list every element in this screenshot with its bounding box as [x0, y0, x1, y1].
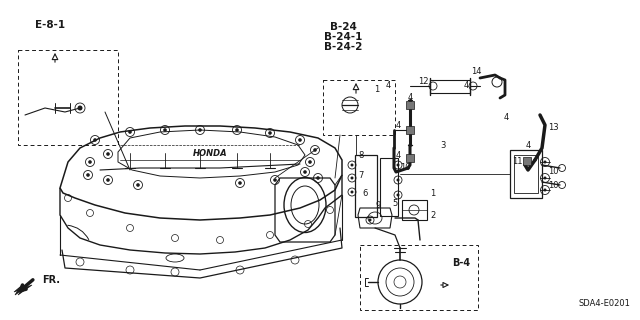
Text: SDA4-E0201: SDA4-E0201	[578, 299, 630, 308]
Bar	[514, 155, 538, 193]
Bar	[510, 150, 542, 198]
Bar	[406, 154, 414, 162]
Circle shape	[316, 176, 320, 180]
Text: E-8-1: E-8-1	[35, 20, 65, 30]
Text: HONDA: HONDA	[193, 149, 227, 158]
Text: 4: 4	[526, 140, 531, 149]
Circle shape	[106, 152, 110, 156]
Text: 7: 7	[358, 171, 364, 180]
Circle shape	[543, 188, 547, 191]
Bar	[355, 155, 377, 217]
Bar	[406, 126, 414, 134]
Text: 5: 5	[392, 198, 397, 207]
Text: 9: 9	[376, 201, 381, 210]
Text: 3: 3	[440, 140, 445, 149]
Text: 8: 8	[358, 150, 364, 159]
Text: FR.: FR.	[42, 275, 60, 285]
Circle shape	[369, 219, 371, 221]
Text: 14: 14	[471, 68, 481, 76]
Circle shape	[273, 178, 277, 182]
Circle shape	[397, 179, 399, 181]
Bar	[360, 245, 478, 310]
Text: 10: 10	[400, 164, 410, 172]
Text: B-24: B-24	[330, 22, 356, 32]
Circle shape	[351, 164, 353, 166]
Text: 13: 13	[548, 124, 559, 132]
Circle shape	[88, 160, 92, 164]
Circle shape	[351, 177, 353, 180]
Circle shape	[303, 170, 307, 174]
Circle shape	[77, 106, 83, 110]
Circle shape	[136, 183, 140, 187]
Circle shape	[163, 128, 167, 132]
Text: 6: 6	[362, 189, 367, 198]
Bar	[430, 80, 470, 93]
Bar	[406, 101, 414, 109]
Text: 4: 4	[396, 150, 401, 159]
Circle shape	[298, 138, 302, 142]
Text: 4: 4	[408, 93, 413, 102]
Circle shape	[397, 194, 399, 196]
Text: 4: 4	[396, 121, 401, 130]
Bar	[402, 200, 427, 220]
Circle shape	[93, 138, 97, 142]
Text: 4: 4	[504, 114, 509, 123]
Bar	[323, 80, 395, 135]
Circle shape	[236, 128, 239, 132]
Bar	[523, 157, 531, 165]
Circle shape	[313, 148, 317, 152]
Circle shape	[543, 161, 547, 164]
Circle shape	[198, 128, 202, 132]
Circle shape	[128, 130, 132, 134]
Bar	[380, 158, 398, 216]
Text: 12: 12	[418, 77, 429, 86]
Text: 2: 2	[430, 211, 435, 220]
Circle shape	[268, 131, 272, 135]
Text: B-4: B-4	[452, 258, 470, 268]
Polygon shape	[14, 285, 32, 295]
Text: 1: 1	[430, 188, 435, 197]
Circle shape	[351, 190, 353, 194]
Circle shape	[86, 173, 90, 177]
Text: 1: 1	[374, 85, 380, 94]
Circle shape	[543, 177, 547, 180]
Text: 11: 11	[512, 157, 522, 166]
Circle shape	[106, 178, 110, 182]
Circle shape	[397, 164, 399, 166]
Text: 4: 4	[386, 82, 391, 91]
Text: B-24-1: B-24-1	[324, 32, 362, 42]
Text: 4: 4	[464, 82, 469, 91]
Text: 10: 10	[548, 167, 559, 177]
Text: B-24-2: B-24-2	[324, 42, 362, 52]
Bar	[18, 50, 118, 145]
Circle shape	[238, 181, 242, 185]
Text: 10: 10	[548, 181, 559, 190]
Circle shape	[308, 160, 312, 164]
